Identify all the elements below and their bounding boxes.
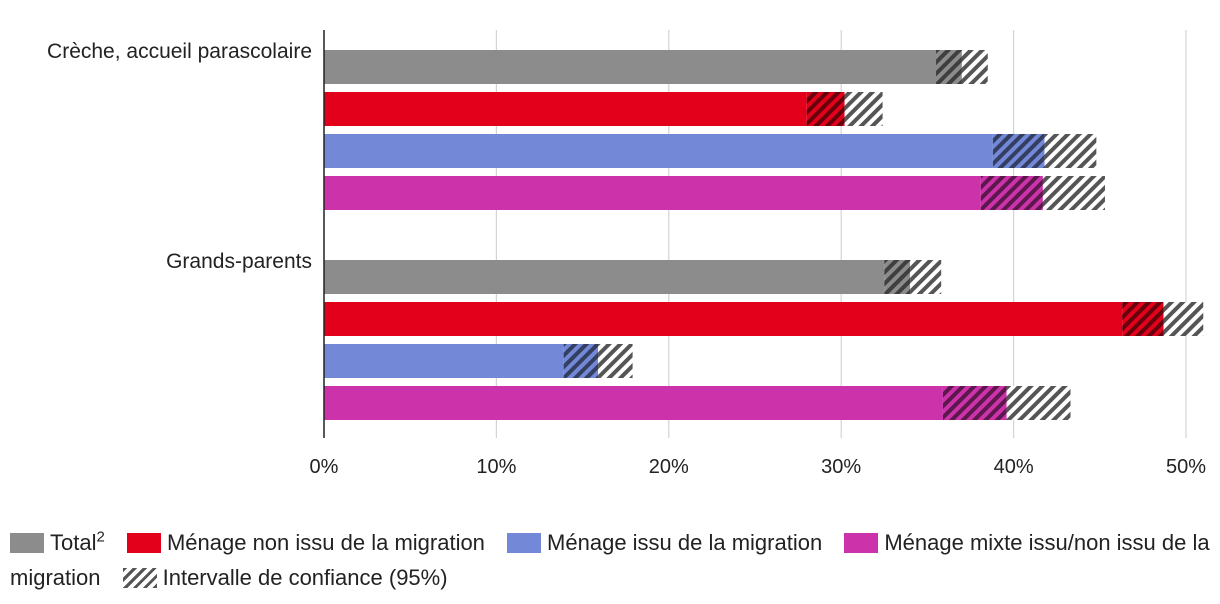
bar-ci-upper <box>1044 134 1097 168</box>
x-tick-label: 30% <box>821 456 861 478</box>
bar-ci-upper <box>844 92 883 126</box>
bar-ci-upper <box>598 344 633 378</box>
bar <box>324 50 937 84</box>
legend-swatch-mixte <box>844 533 879 554</box>
bar-ci-lower-hatch <box>942 386 1007 420</box>
bar-ci-lower-hatch <box>992 134 1045 168</box>
legend-swatch-migration <box>507 533 542 554</box>
bar <box>324 344 564 378</box>
bar-ci-lower-hatch <box>884 260 911 294</box>
legend-superscript: 2 <box>96 529 105 546</box>
x-tick-label: 20% <box>649 456 689 478</box>
bars <box>324 50 1204 420</box>
x-tick-label: 40% <box>994 456 1034 478</box>
x-tick-label: 50% <box>1166 456 1206 478</box>
legend-label-migration: Ménage issu de la migration <box>547 530 823 556</box>
bar-chart: Crèche, accueil parascolaire Grands-paren… <box>47 30 1207 478</box>
bar-ci-upper <box>910 260 942 294</box>
bar-ci-lower-hatch <box>980 176 1043 210</box>
legend-label-mixte: Ménage mixte issu/non issu de la migrati… <box>10 530 1210 591</box>
bar-ci-upper <box>1006 386 1071 420</box>
bar-ci-upper <box>961 50 988 84</box>
category-label: Grands-parents <box>166 250 312 273</box>
bar-ci-upper <box>1163 302 1204 336</box>
bar-ci-lower-hatch <box>806 92 845 126</box>
bar <box>324 386 943 420</box>
legend-item-non-migration: Ménage non issu de la migration <box>126 530 485 556</box>
bar-ci-lower-hatch <box>1122 302 1164 336</box>
legend-label-ci: Intervalle de confiance (95%) <box>162 565 448 591</box>
bar <box>324 260 885 294</box>
legend-item-ci: Intervalle de confiance (95%) <box>122 565 448 591</box>
legend-swatch-ci <box>122 568 157 589</box>
x-tick-label: 0% <box>310 456 339 478</box>
legend-label-non-migration: Ménage non issu de la migration <box>166 530 485 556</box>
legend-swatch-total <box>10 533 44 554</box>
bar <box>324 176 981 210</box>
bar-ci-upper <box>1042 176 1105 210</box>
legend-item-total: Total2 <box>10 529 105 556</box>
bar <box>324 134 993 168</box>
category-labels: Crèche, accueil parascolaire Grands-paren… <box>47 40 312 273</box>
bar-ci-lower-hatch <box>563 344 599 378</box>
x-tick-labels: 0% 10% 20% 30% 40% 50% <box>310 456 1207 478</box>
bar <box>324 302 1123 336</box>
bar <box>324 92 807 126</box>
legend-label-total: Total <box>50 530 97 556</box>
legend-item-migration: Ménage issu de la migration <box>507 530 822 555</box>
legend-swatch-non-migration <box>126 533 161 554</box>
bar-ci-lower-hatch <box>936 50 962 84</box>
legend: Total2 Ménage non issu de la migration M… <box>10 520 1210 595</box>
category-label: Crèche, accueil parascolaire <box>47 40 312 63</box>
legend-item-mixte: Ménage mixte issu/non issu de la migrati… <box>10 530 1210 590</box>
x-tick-label: 10% <box>476 456 516 478</box>
